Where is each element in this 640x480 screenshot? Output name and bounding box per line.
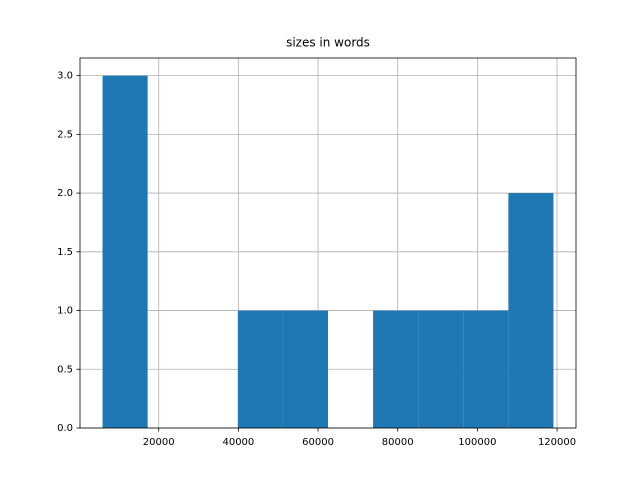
- bar: [237, 310, 283, 428]
- x-tick-label: 100000: [458, 437, 496, 448]
- chart-title: sizes in words: [286, 36, 370, 50]
- bar: [463, 310, 509, 428]
- y-tick-label: 1.0: [57, 306, 73, 317]
- bar: [373, 310, 419, 428]
- bar: [418, 310, 464, 428]
- y-tick-label: 3.0: [57, 71, 73, 82]
- x-tick-label: 80000: [382, 437, 414, 448]
- x-tick-label: 40000: [222, 437, 254, 448]
- bar: [102, 75, 148, 428]
- y-tick-label: 1.5: [57, 247, 73, 258]
- y-tick-label: 2.5: [57, 129, 73, 140]
- x-tick-label: 120000: [538, 437, 576, 448]
- y-tick-label: 0.0: [57, 423, 73, 434]
- bar: [282, 310, 328, 428]
- y-tick-label: 2.0: [57, 188, 73, 199]
- y-tick-label: 0.5: [57, 364, 73, 375]
- axes-frame: [79, 57, 577, 429]
- x-tick-label: 20000: [143, 437, 175, 448]
- x-tick-label: 60000: [302, 437, 334, 448]
- bar: [508, 193, 554, 428]
